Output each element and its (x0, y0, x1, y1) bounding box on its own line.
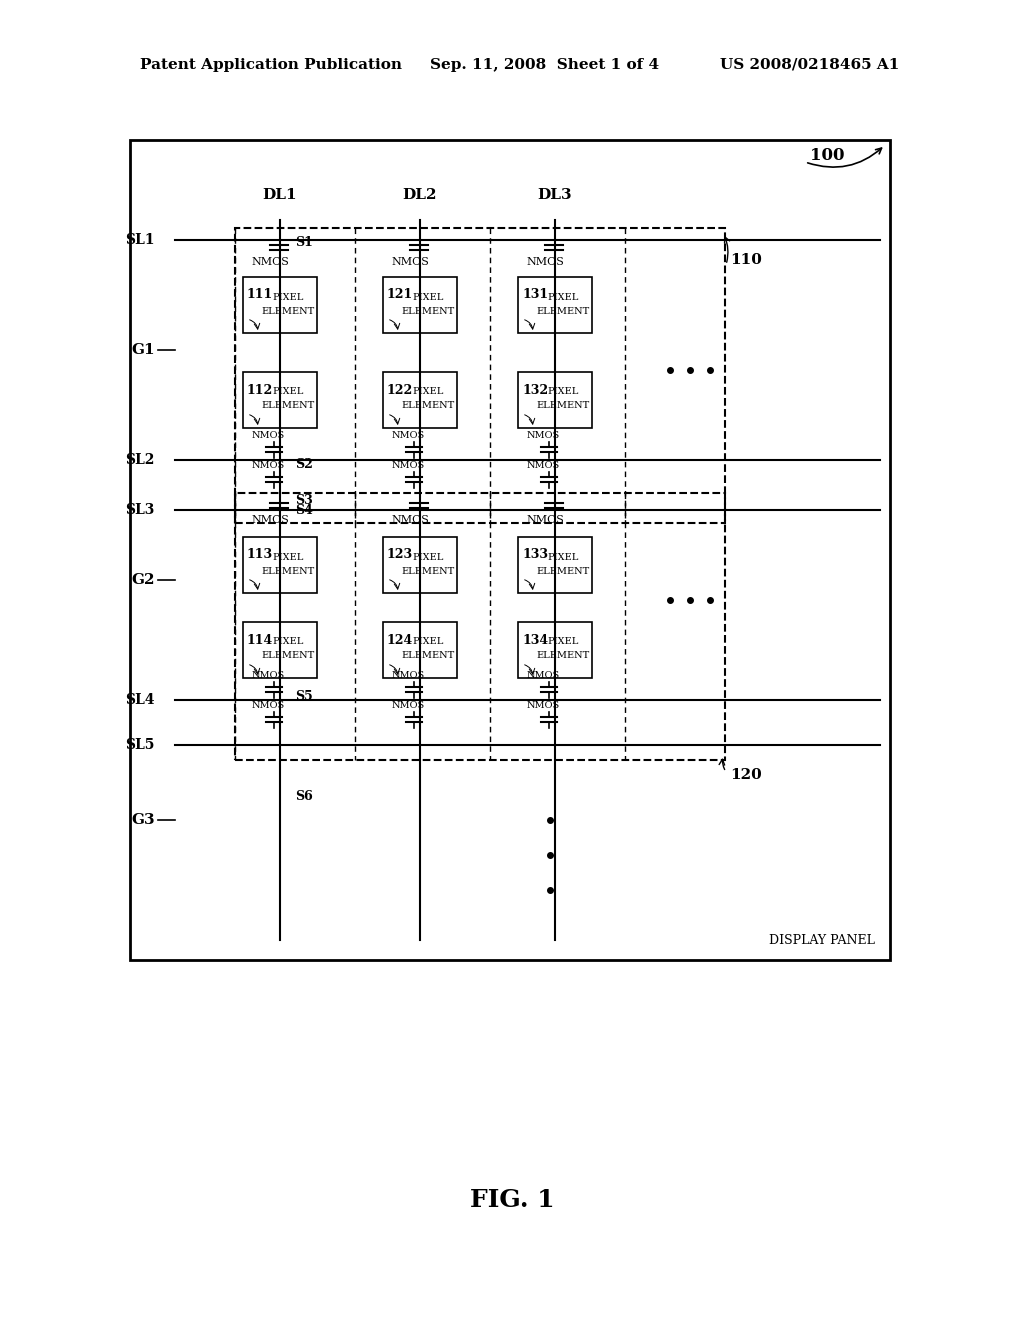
Bar (383, 277, 457, 333)
Text: NMOS: NMOS (391, 671, 425, 680)
Text: NMOS: NMOS (526, 701, 560, 710)
Text: PIXEL: PIXEL (272, 553, 304, 561)
Text: NMOS: NMOS (251, 515, 289, 525)
Text: 133: 133 (522, 549, 548, 561)
Bar (234, 228, 725, 523)
Text: FIG. 1: FIG. 1 (470, 1188, 554, 1212)
Text: ELEMENT: ELEMENT (261, 566, 314, 576)
Text: S6: S6 (295, 791, 312, 804)
Text: 110: 110 (730, 253, 762, 267)
Text: 114: 114 (247, 634, 273, 647)
Text: S1: S1 (295, 236, 313, 249)
Text: NMOS: NMOS (526, 671, 560, 680)
Text: Sep. 11, 2008  Sheet 1 of 4: Sep. 11, 2008 Sheet 1 of 4 (430, 58, 659, 73)
Text: S3: S3 (295, 494, 312, 507)
Text: DISPLAY PANEL: DISPLAY PANEL (769, 933, 874, 946)
Text: PIXEL: PIXEL (272, 388, 304, 396)
Bar (234, 492, 725, 760)
Text: Patent Application Publication: Patent Application Publication (140, 58, 402, 73)
Bar (518, 622, 592, 678)
Text: ELEMENT: ELEMENT (261, 306, 314, 315)
Text: NMOS: NMOS (391, 515, 429, 525)
Text: S2: S2 (295, 458, 313, 470)
Text: SL2: SL2 (126, 453, 155, 467)
Text: 122: 122 (387, 384, 414, 396)
Text: DL3: DL3 (538, 187, 572, 202)
Text: PIXEL: PIXEL (547, 553, 579, 561)
Bar (518, 372, 592, 428)
Text: 111: 111 (247, 289, 273, 301)
Text: SL5: SL5 (126, 738, 155, 752)
Text: NMOS: NMOS (251, 701, 285, 710)
Text: ELEMENT: ELEMENT (537, 652, 590, 660)
Bar (518, 537, 592, 593)
Bar (243, 277, 317, 333)
Text: PIXEL: PIXEL (413, 388, 443, 396)
Text: DL2: DL2 (402, 187, 437, 202)
Text: PIXEL: PIXEL (547, 638, 579, 647)
Text: NMOS: NMOS (251, 461, 285, 470)
Bar (383, 372, 457, 428)
Text: 113: 113 (247, 549, 273, 561)
Text: ELEMENT: ELEMENT (401, 652, 455, 660)
Text: NMOS: NMOS (526, 257, 564, 267)
Text: NMOS: NMOS (251, 671, 285, 680)
Text: NMOS: NMOS (526, 461, 560, 470)
Text: NMOS: NMOS (251, 257, 289, 267)
Bar (518, 277, 592, 333)
Text: 132: 132 (522, 384, 548, 396)
Text: G3: G3 (131, 813, 155, 828)
Text: PIXEL: PIXEL (547, 293, 579, 301)
Bar (243, 372, 317, 428)
Text: NMOS: NMOS (251, 430, 285, 440)
Text: PIXEL: PIXEL (413, 638, 443, 647)
Text: PIXEL: PIXEL (272, 293, 304, 301)
Text: ELEMENT: ELEMENT (537, 401, 590, 411)
Text: 131: 131 (522, 289, 548, 301)
Text: US 2008/0218465 A1: US 2008/0218465 A1 (720, 58, 899, 73)
Text: PIXEL: PIXEL (272, 638, 304, 647)
Text: 120: 120 (730, 768, 762, 781)
Bar (243, 622, 317, 678)
Text: 100: 100 (810, 147, 845, 164)
Text: G2: G2 (131, 573, 155, 587)
Text: NMOS: NMOS (391, 701, 425, 710)
Text: NMOS: NMOS (526, 515, 564, 525)
Text: NMOS: NMOS (391, 461, 425, 470)
Text: PIXEL: PIXEL (413, 293, 443, 301)
Text: ELEMENT: ELEMENT (261, 401, 314, 411)
Text: S4: S4 (295, 503, 313, 516)
Text: ELEMENT: ELEMENT (261, 652, 314, 660)
Text: G1: G1 (131, 343, 155, 356)
Bar (130, 140, 890, 960)
Text: DL1: DL1 (263, 187, 297, 202)
Text: SL4: SL4 (126, 693, 155, 708)
Text: PIXEL: PIXEL (547, 388, 579, 396)
Text: 112: 112 (247, 384, 273, 396)
Bar (383, 537, 457, 593)
Text: ELEMENT: ELEMENT (401, 566, 455, 576)
Text: 121: 121 (387, 289, 414, 301)
Text: 123: 123 (387, 549, 413, 561)
Bar (243, 537, 317, 593)
Text: ELEMENT: ELEMENT (537, 566, 590, 576)
Text: ELEMENT: ELEMENT (401, 401, 455, 411)
Text: ELEMENT: ELEMENT (401, 306, 455, 315)
Text: ELEMENT: ELEMENT (537, 306, 590, 315)
Text: NMOS: NMOS (391, 430, 425, 440)
Text: NMOS: NMOS (526, 430, 560, 440)
Text: 124: 124 (387, 634, 414, 647)
Text: 134: 134 (522, 634, 548, 647)
Text: NMOS: NMOS (391, 257, 429, 267)
Text: S5: S5 (295, 690, 312, 704)
Text: SL3: SL3 (126, 503, 155, 517)
Text: SL1: SL1 (126, 234, 155, 247)
Text: PIXEL: PIXEL (413, 553, 443, 561)
Bar (383, 622, 457, 678)
